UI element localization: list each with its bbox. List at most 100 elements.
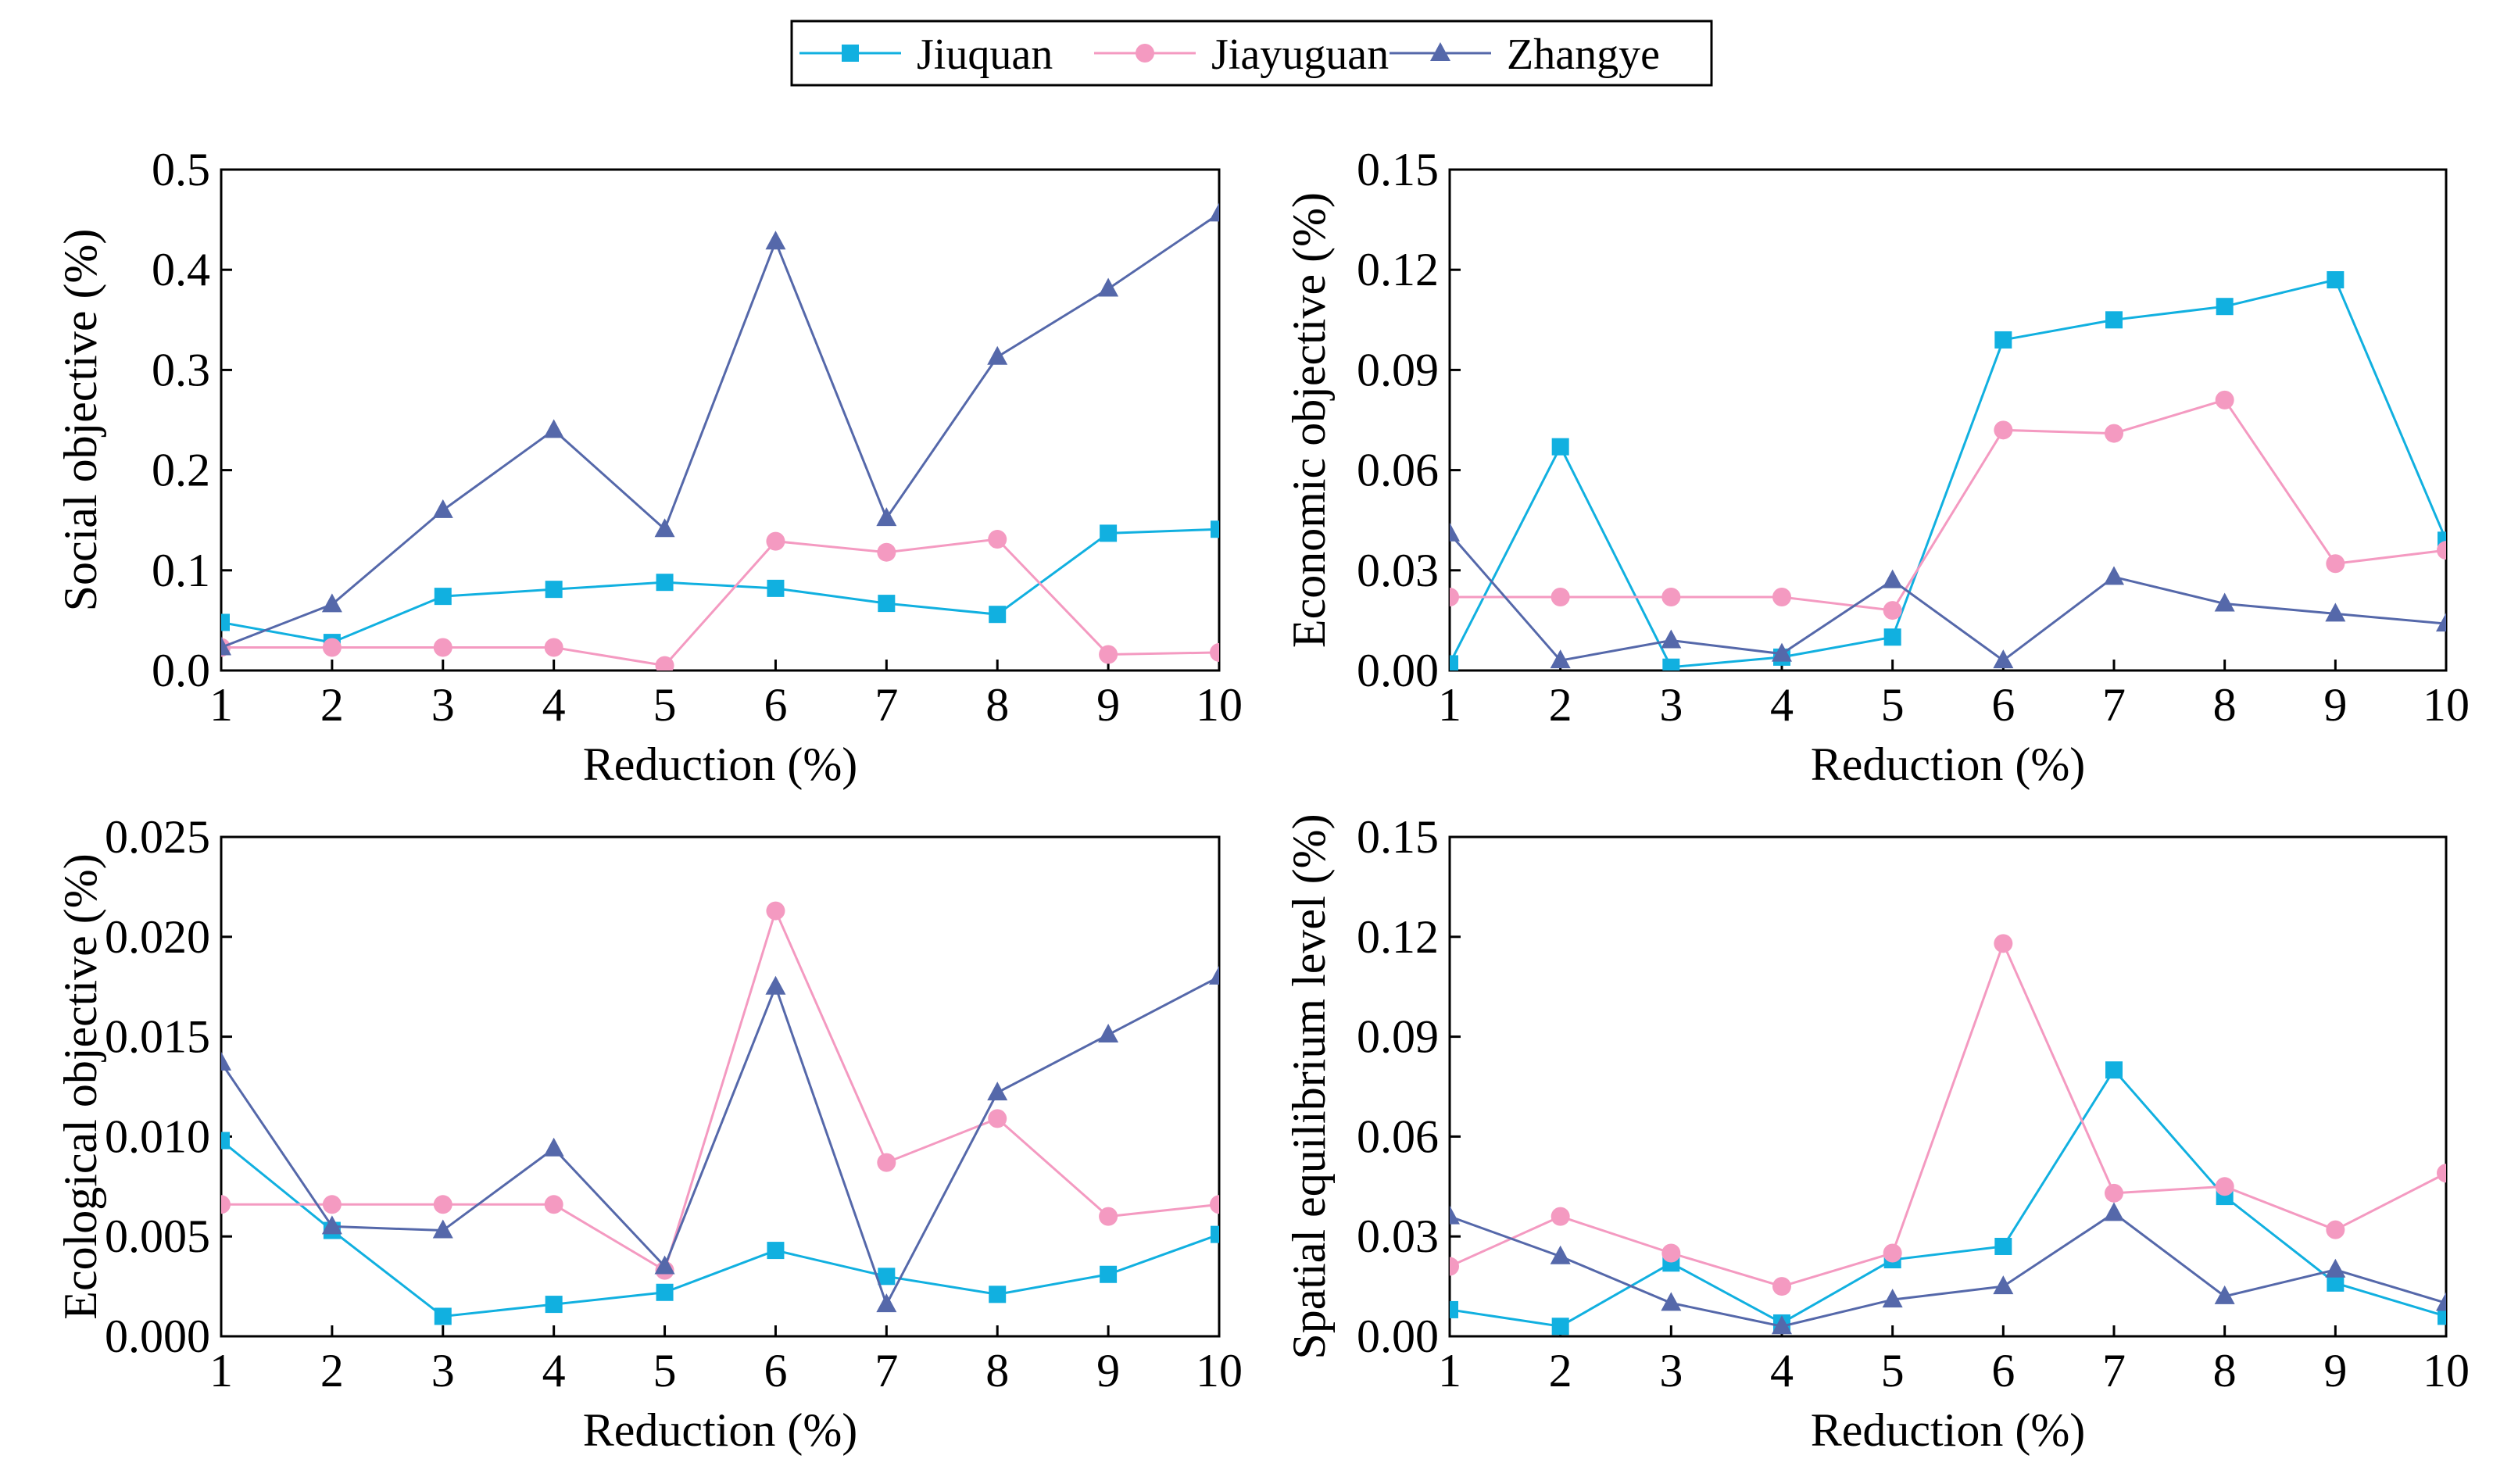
data-point-zhangye	[1772, 1315, 1792, 1335]
data-point-jiayuguan	[322, 1195, 342, 1214]
data-point-jiuquan	[1662, 658, 1680, 670]
y-tick-label: 0.5	[152, 144, 210, 195]
x-tick-label: 3	[1659, 1345, 1683, 1396]
series-line-zhangye	[221, 975, 1219, 1307]
data-point-zhangye	[221, 636, 231, 656]
data-point-zhangye	[2104, 1202, 2124, 1221]
data-point-jiuquan	[2105, 311, 2123, 329]
data-point-jiayuguan	[1994, 420, 2013, 440]
legend: Jiuquan Jiayuguan Zhangye	[790, 20, 1713, 87]
data-point-zhangye	[876, 1293, 897, 1313]
x-tick-label: 4	[1770, 679, 1794, 731]
x-tick-label: 1	[1438, 679, 1461, 731]
data-point-zhangye	[1209, 965, 1219, 985]
data-point-zhangye	[2436, 1292, 2446, 1311]
data-point-jiuquan	[878, 595, 896, 613]
legend-item-zhangye: Zhangye	[1390, 30, 1660, 79]
x-tick-label: 10	[2423, 679, 2470, 731]
legend-label: Zhangye	[1507, 30, 1660, 79]
x-tick-label: 4	[542, 1345, 566, 1396]
data-point-jiayuguan	[1210, 1195, 1219, 1214]
data-point-jiayuguan	[1772, 1277, 1791, 1296]
data-point-zhangye	[1098, 277, 1119, 297]
data-point-jiayuguan	[655, 656, 674, 670]
y-tick-label: 0.025	[105, 811, 210, 863]
data-point-zhangye	[2214, 1285, 2235, 1304]
legend-marker	[842, 45, 859, 62]
data-point-jiuquan	[221, 1132, 230, 1150]
x-tick-label: 3	[431, 679, 455, 731]
x-axis-label: Reduction (%)	[1811, 1404, 2086, 1456]
data-point-jiayuguan	[1210, 642, 1219, 662]
data-point-jiuquan	[545, 1296, 563, 1314]
data-point-jiuquan	[2327, 1274, 2345, 1292]
y-tick-label: 0.015	[105, 1011, 210, 1063]
y-tick-label: 0.06	[1357, 1110, 1439, 1162]
data-point-zhangye	[1993, 649, 2014, 669]
data-point-jiayuguan	[2326, 554, 2345, 574]
data-point-zhangye	[1550, 649, 1571, 669]
data-point-jiayuguan	[221, 1195, 231, 1214]
plot-frame	[1448, 168, 2448, 672]
data-point-jiuquan	[1883, 628, 1901, 646]
plot-frame	[1448, 835, 2448, 1338]
x-tick-label: 7	[875, 679, 898, 731]
y-tick-label: 0.12	[1357, 244, 1439, 295]
data-point-zhangye	[1661, 1292, 1682, 1311]
data-point-jiuquan	[1994, 331, 2012, 349]
series-line-jiuquan	[221, 527, 1219, 644]
data-point-jiayuguan	[1099, 645, 1118, 664]
series-line-zhangye	[1450, 1211, 2446, 1328]
data-point-jiayuguan	[877, 1153, 896, 1172]
x-tick-label: 10	[1196, 679, 1243, 731]
data-point-zhangye	[1993, 1275, 2014, 1295]
x-tick-label: 8	[2213, 1345, 2237, 1396]
y-tick-label: 0.3	[152, 344, 210, 395]
series-jiayuguan	[221, 901, 1219, 1280]
x-tick-label: 10	[1196, 1345, 1243, 1396]
y-tick-label: 0.00	[1357, 1311, 1439, 1362]
series-line-jiayuguan	[221, 907, 1219, 1272]
x-tick-label: 1	[209, 679, 233, 731]
data-point-jiuquan	[989, 606, 1007, 624]
plot-area	[1450, 934, 2446, 1336]
y-tick-label: 0.2	[152, 445, 210, 496]
series-jiayuguan	[221, 530, 1219, 670]
x-tick-label: 5	[1881, 679, 1905, 731]
data-point-zhangye	[321, 593, 342, 613]
data-point-zhangye	[1772, 642, 1792, 662]
data-point-jiuquan	[545, 581, 563, 599]
data-point-jiuquan	[1450, 655, 1458, 670]
series-line-zhangye	[221, 213, 1219, 649]
data-point-zhangye	[2325, 1258, 2346, 1278]
data-point-jiuquan	[2438, 531, 2446, 549]
data-point-jiayuguan	[1099, 1207, 1118, 1226]
y-tick-label: 0.03	[1357, 1210, 1439, 1262]
legend-item-jiuquan: Jiuquan	[799, 30, 1053, 79]
data-point-jiuquan	[1211, 1225, 1219, 1243]
plot-area	[221, 901, 1219, 1325]
data-point-zhangye	[1661, 629, 1682, 649]
series-jiayuguan	[1450, 934, 2446, 1296]
x-tick-label: 5	[653, 1345, 677, 1396]
y-tick-label: 0.12	[1357, 911, 1439, 963]
data-point-jiayuguan	[2105, 1183, 2123, 1203]
x-tick-label: 2	[1549, 679, 1572, 731]
data-point-jiuquan	[1100, 1265, 1118, 1283]
data-point-jiayuguan	[766, 531, 785, 551]
data-point-jiuquan	[2105, 1061, 2123, 1079]
series-zhangye	[1450, 522, 2446, 669]
x-tick-label: 2	[320, 679, 344, 731]
data-point-jiayuguan	[1994, 934, 2013, 953]
data-point-jiuquan	[1211, 520, 1219, 538]
y-tick-label: 0.005	[105, 1210, 210, 1262]
data-point-zhangye	[432, 499, 453, 518]
series-zhangye	[221, 202, 1219, 656]
data-point-jiayuguan	[766, 901, 785, 921]
data-point-zhangye	[543, 1137, 564, 1157]
data-point-zhangye	[1209, 202, 1219, 222]
y-tick-label: 0.15	[1357, 144, 1439, 195]
series-jiuquan	[1450, 271, 2446, 670]
data-point-jiayuguan	[1661, 587, 1681, 606]
x-tick-label: 5	[653, 679, 677, 731]
